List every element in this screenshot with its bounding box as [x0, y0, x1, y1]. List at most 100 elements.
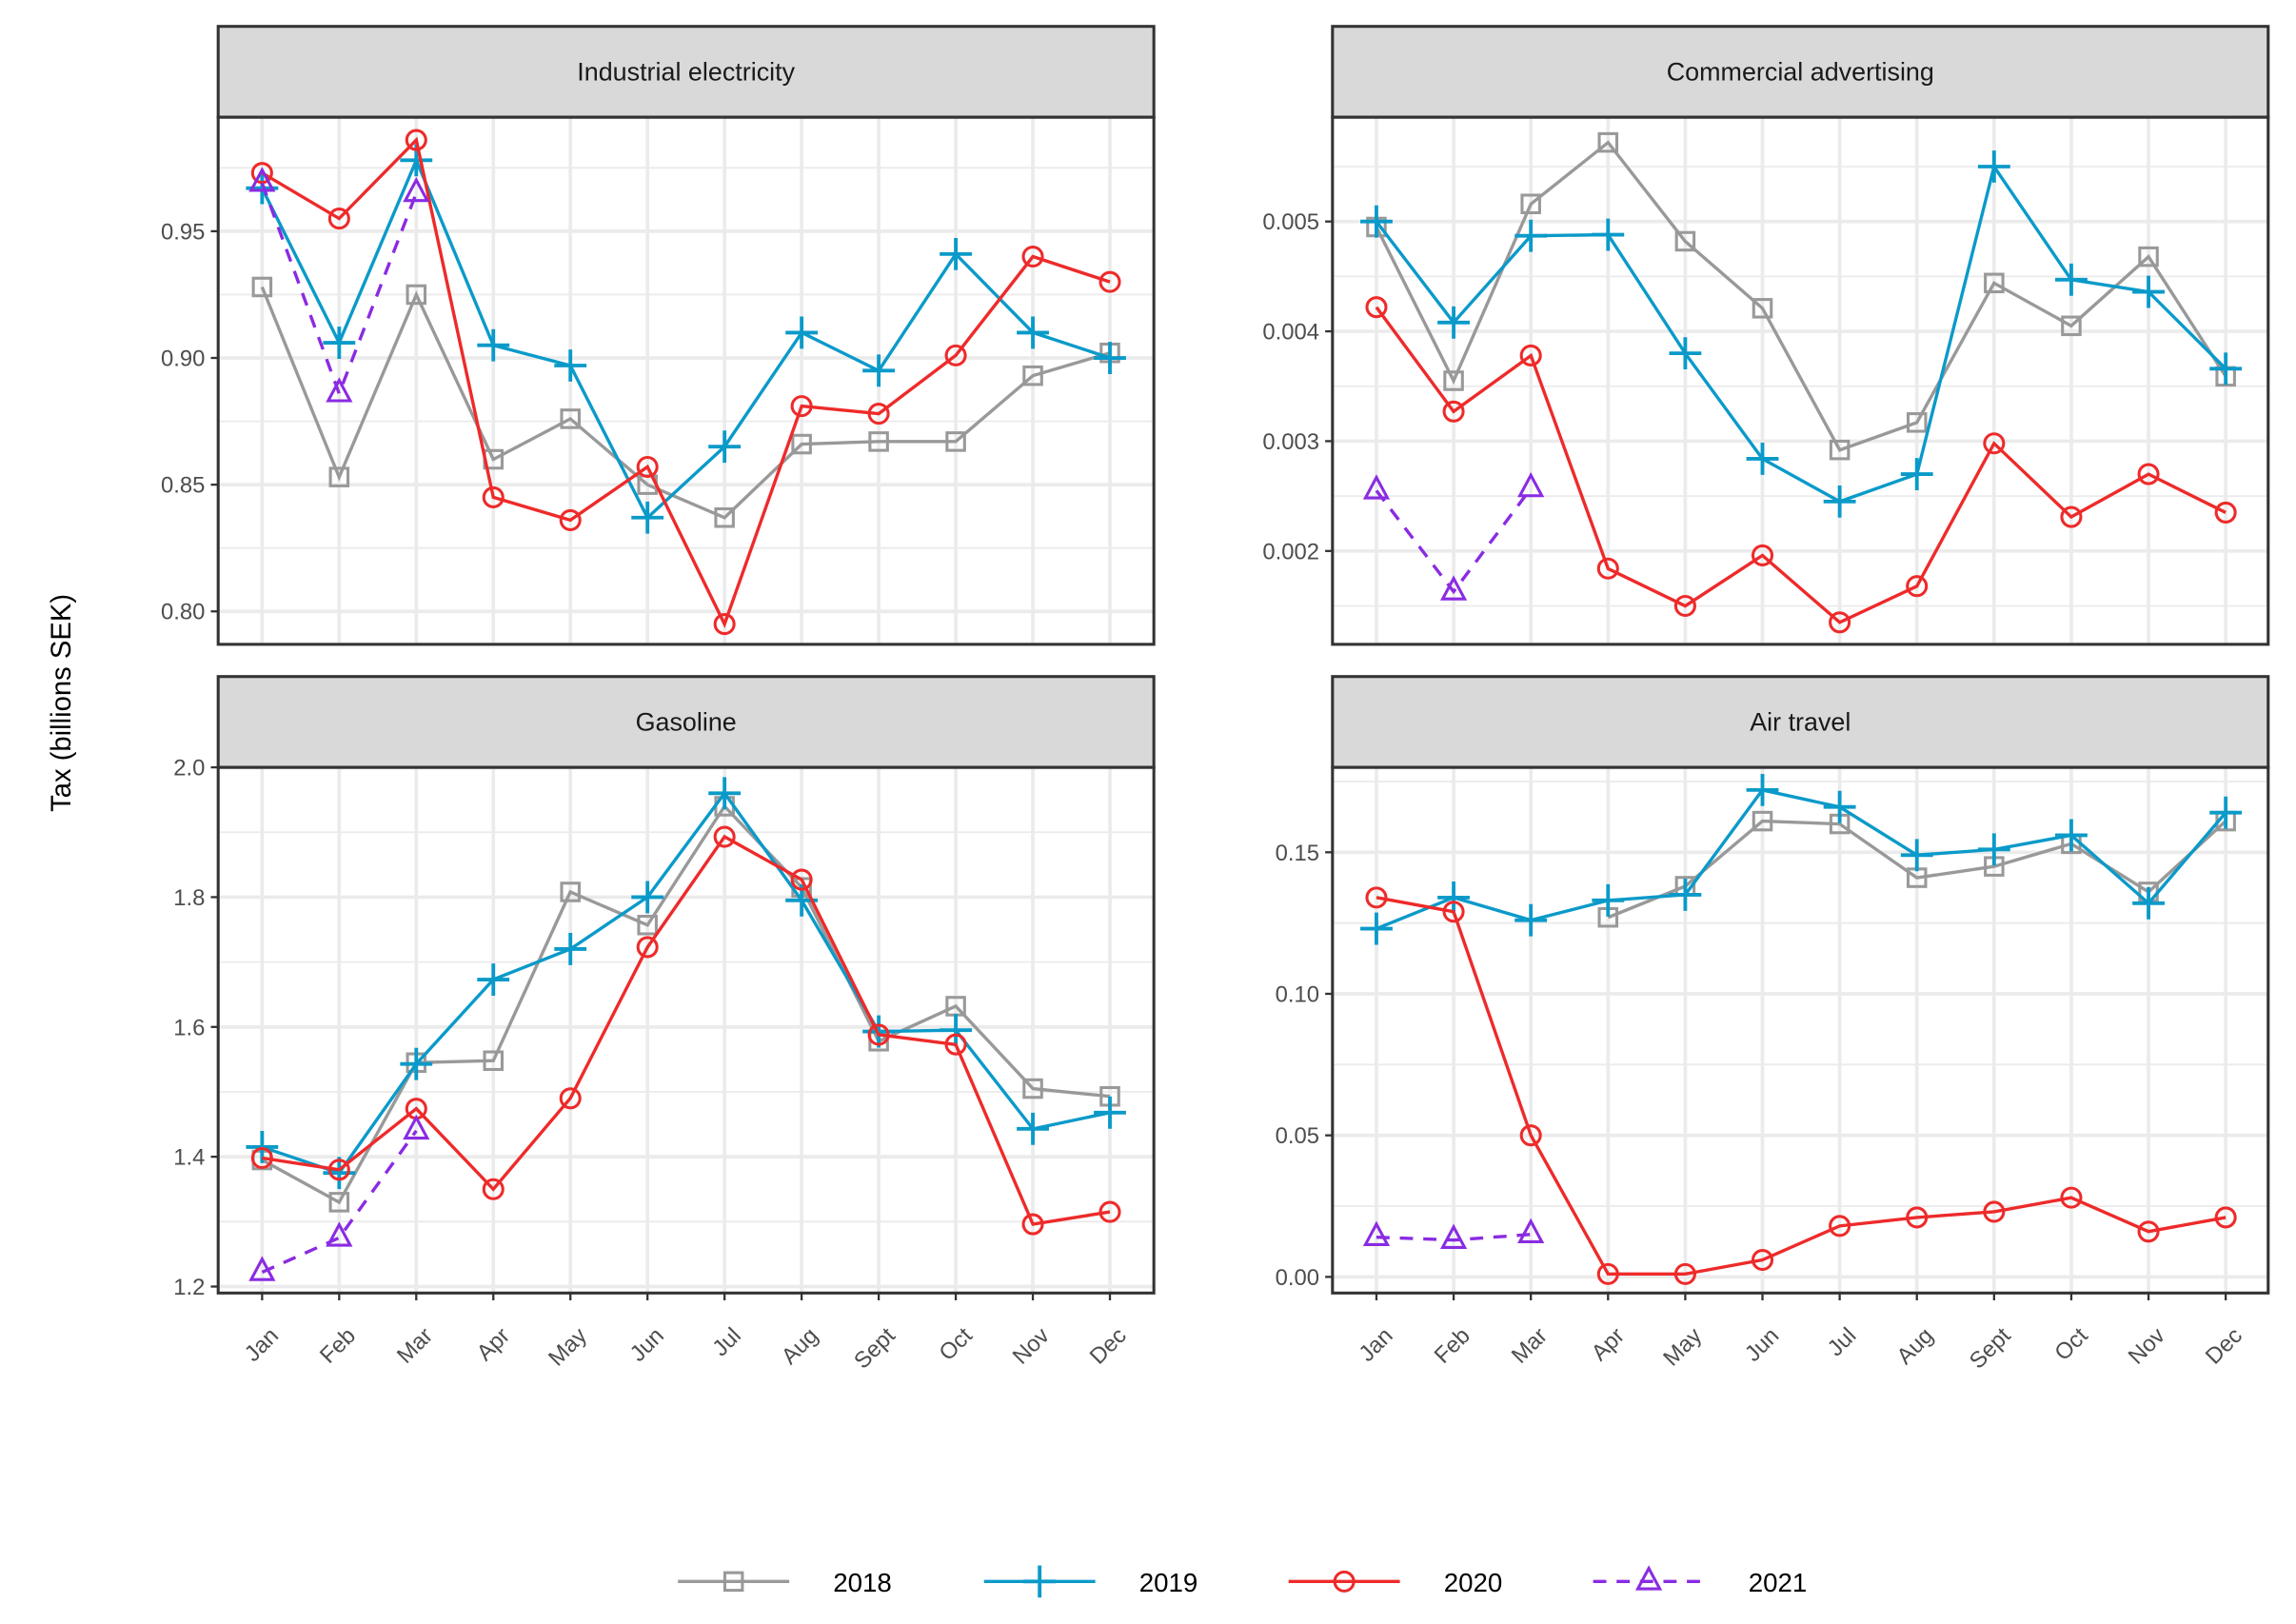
y-tick-label: 0.10	[1276, 981, 1319, 1007]
panel-title: Industrial electricity	[577, 58, 795, 87]
panel-border	[1331, 115, 2270, 646]
panel-title: Gasoline	[636, 708, 737, 737]
data-point-2020-Nov	[2137, 463, 2160, 485]
data-point-2020-Jul	[1829, 1215, 1851, 1238]
data-point-2018-May	[560, 881, 581, 902]
data-point-2020-Jul	[713, 613, 736, 636]
series-2020	[250, 129, 1121, 636]
strip	[216, 675, 1156, 769]
legend-label: 2018	[833, 1568, 892, 1597]
data-point-2019-Apr	[477, 328, 510, 362]
data-point-2020-Jan	[250, 1146, 273, 1170]
data-point-2018-Apr	[1597, 131, 1619, 153]
data-point-2020-May	[1673, 594, 1696, 618]
data-point-2019-Feb	[323, 1157, 356, 1190]
data-point-2020-Feb	[327, 208, 350, 230]
data-point-2020-Jul	[713, 825, 736, 848]
legend-label: 2021	[1749, 1568, 1808, 1597]
data-point-2020-Nov	[1021, 245, 1044, 268]
data-point-2020-Mar	[405, 129, 427, 151]
series-line-2020	[261, 136, 1111, 629]
series-line-2019	[261, 790, 1111, 1176]
data-point-2018-Aug	[1906, 412, 1928, 433]
data-point-2018-Apr	[483, 1050, 505, 1072]
data-point-2021-Feb	[1439, 1223, 1468, 1249]
y-tick-label: 0.05	[1276, 1123, 1319, 1149]
data-point-2020-Aug	[1906, 1206, 1929, 1229]
data-point-2018-Nov	[1022, 1078, 1043, 1099]
data-point-2020-Apr	[1596, 557, 1619, 580]
data-point-2020-May	[1673, 1262, 1696, 1285]
y-tick-label: 0.90	[161, 346, 205, 371]
data-point-2020-Aug	[1906, 575, 1929, 598]
plot-area	[218, 117, 1155, 644]
data-point-2020-Jan	[1365, 886, 1388, 909]
series-line-2018	[261, 803, 1111, 1205]
series-line-2021	[261, 1129, 418, 1275]
data-point-2020-Jun	[1751, 1248, 1774, 1272]
series-line-2021	[1376, 1233, 1532, 1242]
data-point-2018-May	[560, 408, 581, 429]
panel-border	[216, 115, 1156, 646]
data-point-2019-Aug	[1900, 839, 1933, 872]
series-2021	[1362, 1218, 1545, 1249]
series-line-2019	[1375, 163, 2227, 504]
series-line-2021	[260, 182, 418, 399]
data-point-2020-Jan	[1365, 296, 1388, 319]
data-point-2019-Jul	[708, 777, 742, 810]
data-point-2020-Sept	[1983, 432, 2006, 455]
data-point-2018-Oct	[945, 431, 966, 452]
strip	[216, 25, 1156, 119]
data-point-2020-Jun	[636, 455, 659, 479]
data-point-2021-Mar	[403, 1114, 430, 1140]
data-point-2019-Apr	[1592, 218, 1625, 251]
legend-key-marker	[722, 1571, 744, 1593]
series-line-2019	[260, 155, 1111, 521]
y-tick-label: 0.95	[161, 219, 205, 245]
plot-area	[1332, 767, 2268, 1294]
panel-title: Air travel	[1750, 708, 1851, 737]
data-point-2020-Nov	[1021, 1213, 1044, 1236]
data-point-2021-Jan	[1362, 1220, 1391, 1246]
data-point-2018-May	[1674, 230, 1696, 252]
data-point-2019-Oct	[2055, 819, 2088, 852]
data-point-2019-Nov	[2132, 886, 2165, 920]
data-point-2019-Mar	[1514, 219, 1548, 252]
data-point-2019-Dec	[2209, 352, 2243, 386]
data-point-2020-Oct	[2060, 1186, 2083, 1209]
panel-industrial-electricity: 0.80 0.85 0.90 0.95 Industrial electricity	[161, 25, 1156, 646]
data-point-2020-May	[559, 1087, 582, 1110]
legend-key-marker	[1333, 1570, 1356, 1593]
y-axis-title: Tax (billions SEK)	[47, 594, 77, 812]
series-line-2020	[1375, 306, 2227, 624]
data-point-2018-Jul	[1829, 439, 1851, 461]
data-point-2020-Dec	[1099, 1200, 1121, 1223]
y-tick-label: 1.6	[173, 1015, 205, 1040]
y-tick-label: 0.004	[1262, 320, 1319, 346]
series-line-2019	[1376, 788, 2227, 931]
data-point-2020-Mar	[1519, 344, 1542, 366]
data-point-2019-Feb	[1437, 881, 1471, 914]
panel-commercial-advertising: 0.002 0.003 0.004 0.005 Commercial advertisi…	[1262, 25, 2270, 646]
data-point-2019-Nov	[2132, 275, 2165, 308]
series-2021	[1362, 471, 1545, 601]
panel-border	[216, 765, 1156, 1295]
series-line-2021	[1375, 487, 1533, 595]
data-point-2019-Dec	[2209, 796, 2243, 829]
strip	[1331, 25, 2270, 119]
series-2019	[1360, 773, 2243, 945]
data-point-2020-Dec	[2214, 1206, 2237, 1229]
data-point-2020-Dec	[1099, 270, 1121, 293]
data-point-2019-Oct	[940, 1014, 972, 1047]
data-point-2019-Jun	[1746, 442, 1779, 475]
data-point-2018-Feb	[328, 466, 350, 487]
legend-key-marker	[1634, 1565, 1663, 1591]
data-point-2018-Jan	[251, 276, 273, 298]
data-point-2019-Oct	[940, 237, 972, 270]
data-point-2019-Feb	[1437, 306, 1471, 339]
series-2020	[250, 825, 1121, 1236]
data-point-2020-Apr	[482, 485, 505, 508]
data-point-2019-Nov	[1017, 316, 1049, 349]
data-point-2018-Aug	[791, 433, 812, 455]
